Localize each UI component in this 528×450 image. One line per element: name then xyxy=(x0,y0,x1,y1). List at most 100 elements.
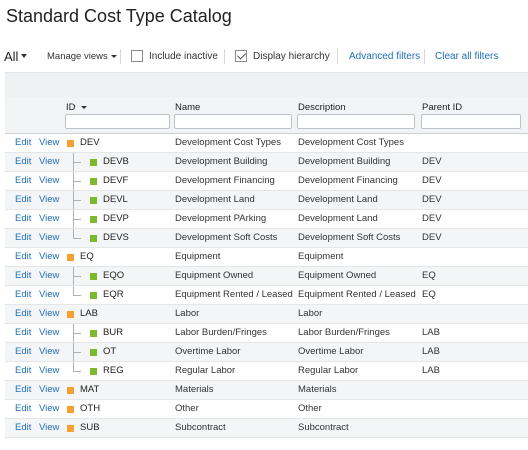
cell-name: Development Soft Costs xyxy=(175,232,278,243)
edit-link[interactable]: Edit xyxy=(15,365,32,376)
parent-node-icon xyxy=(67,254,74,261)
view-link[interactable]: View xyxy=(39,308,60,319)
view-link[interactable]: View xyxy=(39,194,60,205)
cell-parent-id: LAB xyxy=(422,346,440,357)
view-link[interactable]: View xyxy=(39,403,60,414)
edit-link[interactable]: Edit xyxy=(15,327,32,338)
edit-link[interactable]: Edit xyxy=(15,194,32,205)
edit-link[interactable]: Edit xyxy=(15,156,32,167)
table-row: Edit View REG Regular Labor Regular Labor LAB xyxy=(5,362,528,381)
edit-link[interactable]: Edit xyxy=(15,232,32,243)
cell-description: Labor xyxy=(298,308,323,319)
parent-node-icon xyxy=(67,425,74,432)
view-link[interactable]: View xyxy=(39,213,60,224)
cell-parent-id: DEV xyxy=(422,213,442,224)
view-link[interactable]: View xyxy=(39,156,60,167)
edit-link[interactable]: Edit xyxy=(15,289,32,300)
page-title: Standard Cost Type Catalog xyxy=(6,6,232,26)
column-header-name[interactable]: Name xyxy=(175,102,201,113)
parent-node-icon xyxy=(67,311,74,318)
cell-description: Regular Labor xyxy=(298,365,359,376)
toolbar-divider xyxy=(424,49,425,64)
column-header-id[interactable]: ID xyxy=(66,102,87,113)
cell-name: Equipment xyxy=(175,251,221,262)
tree-connector xyxy=(73,324,81,342)
edit-link[interactable]: Edit xyxy=(15,137,32,148)
child-node-icon xyxy=(90,368,97,375)
view-link[interactable]: View xyxy=(39,289,60,300)
view-link[interactable]: View xyxy=(39,232,60,243)
include-inactive-checkbox[interactable] xyxy=(131,50,143,62)
child-node-icon xyxy=(90,178,97,185)
edit-link[interactable]: Edit xyxy=(15,175,32,186)
cell-description: Equipment Rented / Leased xyxy=(298,289,416,300)
cell-id: BUR xyxy=(103,327,124,338)
table-body: Edit View DEV Development Cost Types Develop… xyxy=(5,134,528,438)
cell-name: Development Land xyxy=(175,194,255,205)
column-header-description[interactable]: Description xyxy=(298,102,346,113)
cell-description: Equipment Owned xyxy=(298,270,377,281)
table-row: Edit View LAB Labor Labor xyxy=(5,305,528,324)
view-link[interactable]: View xyxy=(39,137,60,148)
table-row: Edit View SUB Subcontract Subcontract xyxy=(5,419,528,438)
tree-connector xyxy=(73,172,81,190)
column-header-parent-id[interactable]: Parent ID xyxy=(422,102,463,113)
cell-name: Development Cost Types xyxy=(175,137,281,148)
name-filter-input[interactable] xyxy=(174,114,292,129)
clear-all-filters-link[interactable]: Clear all filters xyxy=(435,50,499,62)
child-node-icon xyxy=(90,197,97,204)
toolbar-divider xyxy=(337,49,338,64)
cell-name: Labor Burden/Fringes xyxy=(175,327,267,338)
view-link[interactable]: View xyxy=(39,346,60,357)
edit-link[interactable]: Edit xyxy=(15,251,32,262)
edit-link[interactable]: Edit xyxy=(15,384,32,395)
cell-name: Equipment Owned xyxy=(175,270,254,281)
view-selector-button[interactable]: All xyxy=(4,44,28,68)
table-row: Edit View EQ Equipment Equipment xyxy=(5,248,528,267)
cell-id: SUB xyxy=(80,422,100,433)
view-link[interactable]: View xyxy=(39,270,60,281)
display-hierarchy-toggle[interactable]: Display hierarchy xyxy=(235,44,330,68)
table-row: Edit View DEVS Development Soft Costs Develo… xyxy=(5,229,528,248)
tree-connector xyxy=(73,267,81,285)
cell-description: Subcontract xyxy=(298,422,349,433)
cell-description: Development Land xyxy=(298,194,378,205)
table-row: Edit View EQO Equipment Owned Equipment Owne… xyxy=(5,267,528,286)
cell-parent-id: EQ xyxy=(422,270,436,281)
tree-connector xyxy=(73,343,81,361)
id-filter-input[interactable] xyxy=(65,114,170,129)
view-link[interactable]: View xyxy=(39,251,60,262)
table-header: ID Name Description Parent ID xyxy=(5,97,528,134)
edit-link[interactable]: Edit xyxy=(15,270,32,281)
cell-description: Materials xyxy=(298,384,337,395)
edit-link[interactable]: Edit xyxy=(15,346,32,357)
view-link[interactable]: View xyxy=(39,384,60,395)
chevron-down-icon xyxy=(21,54,28,58)
cell-parent-id: EQ xyxy=(422,289,436,300)
edit-link[interactable]: Edit xyxy=(15,213,32,224)
edit-link[interactable]: Edit xyxy=(15,308,32,319)
view-selector-label: All xyxy=(4,48,19,64)
advanced-filters-link[interactable]: Advanced filters xyxy=(349,50,421,62)
cell-parent-id: DEV xyxy=(422,194,442,205)
child-node-icon xyxy=(90,273,97,280)
view-link[interactable]: View xyxy=(39,365,60,376)
edit-link[interactable]: Edit xyxy=(15,422,32,433)
cell-id: EQO xyxy=(103,270,125,281)
include-inactive-toggle[interactable]: Include inactive xyxy=(131,44,218,68)
sort-desc-icon xyxy=(80,106,87,109)
parent-node-icon xyxy=(67,387,74,394)
view-link[interactable]: View xyxy=(39,175,60,186)
child-node-icon xyxy=(90,216,97,223)
manage-views-button[interactable]: Manage views xyxy=(47,44,117,68)
edit-link[interactable]: Edit xyxy=(15,403,32,414)
cell-name: Regular Labor xyxy=(175,365,236,376)
description-filter-input[interactable] xyxy=(297,114,415,129)
cell-id: OTH xyxy=(80,403,101,414)
child-node-icon xyxy=(90,330,97,337)
column-header-id-label: ID xyxy=(66,102,76,113)
view-link[interactable]: View xyxy=(39,422,60,433)
parent-id-filter-input[interactable] xyxy=(421,114,521,129)
view-link[interactable]: View xyxy=(39,327,60,338)
display-hierarchy-checkbox[interactable] xyxy=(235,50,247,62)
